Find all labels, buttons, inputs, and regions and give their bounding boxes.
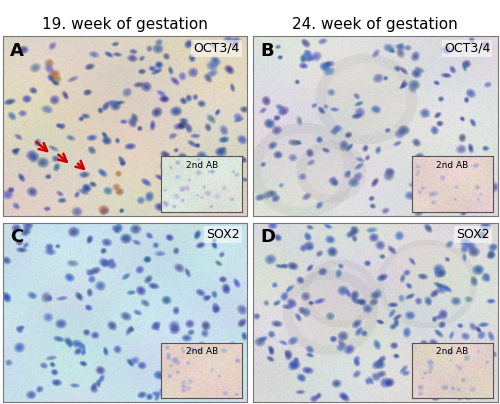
Text: 24. week of gestation: 24. week of gestation xyxy=(292,17,458,32)
Text: SOX2: SOX2 xyxy=(206,228,240,241)
Text: OCT3/4: OCT3/4 xyxy=(194,42,240,55)
Text: 19. week of gestation: 19. week of gestation xyxy=(42,17,207,32)
Text: D: D xyxy=(260,228,276,246)
Text: C: C xyxy=(10,228,23,246)
Text: OCT3/4: OCT3/4 xyxy=(444,42,490,55)
Text: SOX2: SOX2 xyxy=(456,228,490,241)
Text: B: B xyxy=(260,42,274,60)
Text: A: A xyxy=(10,42,24,60)
